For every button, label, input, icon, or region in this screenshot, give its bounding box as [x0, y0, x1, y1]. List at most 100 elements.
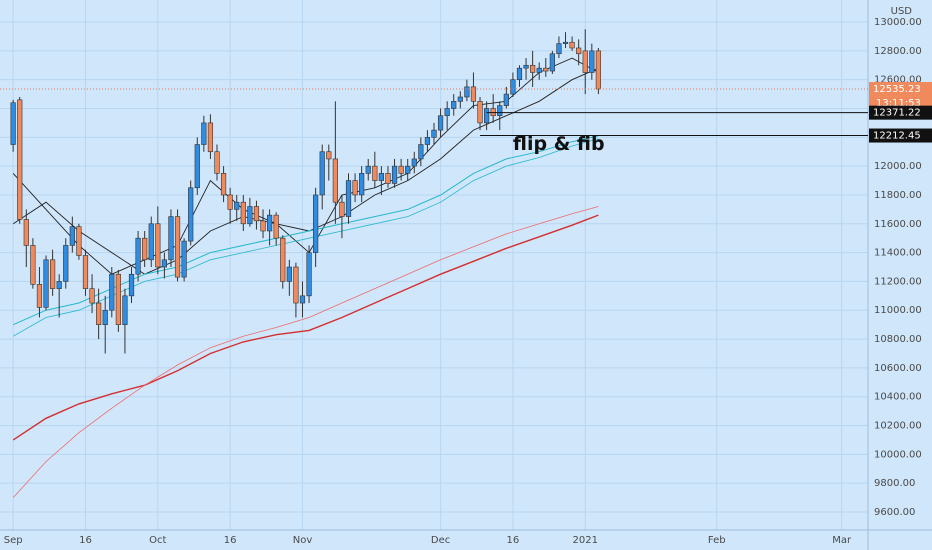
candle-body	[576, 47, 582, 55]
x-tick-label: 16	[507, 535, 520, 546]
candle-body	[490, 108, 496, 117]
candle-body	[43, 259, 49, 308]
candle-body	[497, 105, 503, 117]
y-tick-label: 11000.00	[874, 305, 922, 316]
candle-body	[227, 194, 233, 210]
candle-body	[148, 223, 154, 261]
candle-body	[286, 266, 292, 282]
x-tick-label: Oct	[149, 535, 166, 546]
candle-body	[372, 165, 378, 181]
candle-body	[63, 245, 69, 282]
candle-body	[30, 245, 36, 285]
candle-body	[128, 273, 135, 297]
countdown-label: 13:11:53	[876, 98, 921, 109]
y-tick-label: 10600.00	[874, 363, 922, 374]
y-tick-label: 9600.00	[874, 507, 915, 518]
y-tick-label: 10200.00	[874, 421, 922, 432]
candle-body	[444, 108, 450, 117]
candle-body	[595, 50, 601, 90]
candle-body	[102, 309, 108, 325]
y-tick-label: 11800.00	[874, 190, 922, 201]
y-tick-label: 10800.00	[874, 334, 922, 345]
candle-body	[556, 43, 562, 55]
y-tick-label: 10400.00	[874, 392, 922, 403]
x-tick-label: Nov	[293, 535, 313, 546]
candle-body	[10, 102, 16, 145]
candle-body	[253, 206, 260, 222]
x-tick-label: Dec	[431, 535, 450, 546]
candle-body	[319, 151, 325, 196]
candle-body	[451, 101, 457, 109]
candle-body	[17, 99, 23, 220]
candle-body	[122, 295, 128, 325]
candle-body	[510, 79, 516, 95]
candle-body	[464, 86, 470, 98]
candle-body	[470, 86, 477, 102]
candle-body	[536, 67, 542, 73]
candle-body	[161, 259, 167, 268]
candle-body	[36, 284, 43, 308]
candle-body	[543, 67, 549, 72]
candle-body	[457, 96, 463, 102]
candle-body	[306, 252, 312, 297]
x-tick-label: Feb	[708, 535, 726, 546]
y-tick-label: 10000.00	[874, 449, 922, 460]
candle-body	[589, 50, 595, 73]
candle-body	[582, 50, 588, 73]
candle-body	[188, 187, 194, 242]
candle-body	[174, 216, 181, 278]
candle-body	[326, 151, 332, 160]
candle-body	[477, 101, 483, 124]
candle-body	[299, 295, 306, 304]
candle-body	[405, 165, 411, 174]
candle-body	[155, 223, 161, 268]
candle-body	[82, 255, 89, 289]
candle-body	[418, 144, 424, 160]
candle-body	[280, 237, 286, 282]
candle-body	[240, 201, 246, 225]
candle-body	[385, 173, 391, 184]
last-price-box	[869, 82, 932, 97]
y-tick-label: 11200.00	[874, 276, 922, 287]
candle-body	[411, 158, 417, 167]
candle-body	[339, 201, 345, 217]
candle-body	[214, 151, 220, 174]
candle-body	[260, 220, 266, 232]
candle-body	[530, 64, 536, 73]
last-price-label: 12535.23	[873, 84, 921, 95]
moving-average	[12, 214, 599, 441]
level-box	[869, 105, 932, 120]
candle-body	[503, 93, 509, 106]
candle-body	[96, 302, 102, 325]
y-tick-label: 11400.00	[874, 248, 922, 259]
candle-body	[201, 122, 207, 145]
candle-body	[267, 214, 273, 232]
candle-body	[332, 158, 338, 203]
candle-body	[50, 259, 56, 289]
candle-body	[437, 115, 444, 131]
candle-body	[109, 273, 115, 311]
candle-body	[220, 173, 227, 196]
candle-body	[23, 219, 29, 246]
candle-body	[359, 173, 365, 196]
candle-body	[76, 226, 82, 256]
x-tick-label: 16	[79, 535, 92, 546]
candle-body	[391, 165, 398, 184]
candle-body	[56, 281, 62, 289]
y-tick-label: 12800.00	[874, 46, 922, 57]
candle-body	[398, 165, 404, 174]
y-tick-label: 12600.00	[874, 75, 922, 86]
y-tick-label: 11600.00	[874, 219, 922, 230]
currency: USD	[891, 6, 913, 17]
candle-body	[207, 122, 214, 153]
candle-body	[484, 108, 490, 124]
candle-body	[194, 144, 200, 189]
candle-body	[424, 137, 431, 145]
moving-average	[12, 206, 599, 498]
x-tick-label: 2021	[573, 535, 598, 546]
x-tick-label: Mar	[832, 535, 852, 546]
candle-body	[569, 41, 575, 49]
y-tick-label: 12000.00	[874, 161, 922, 172]
